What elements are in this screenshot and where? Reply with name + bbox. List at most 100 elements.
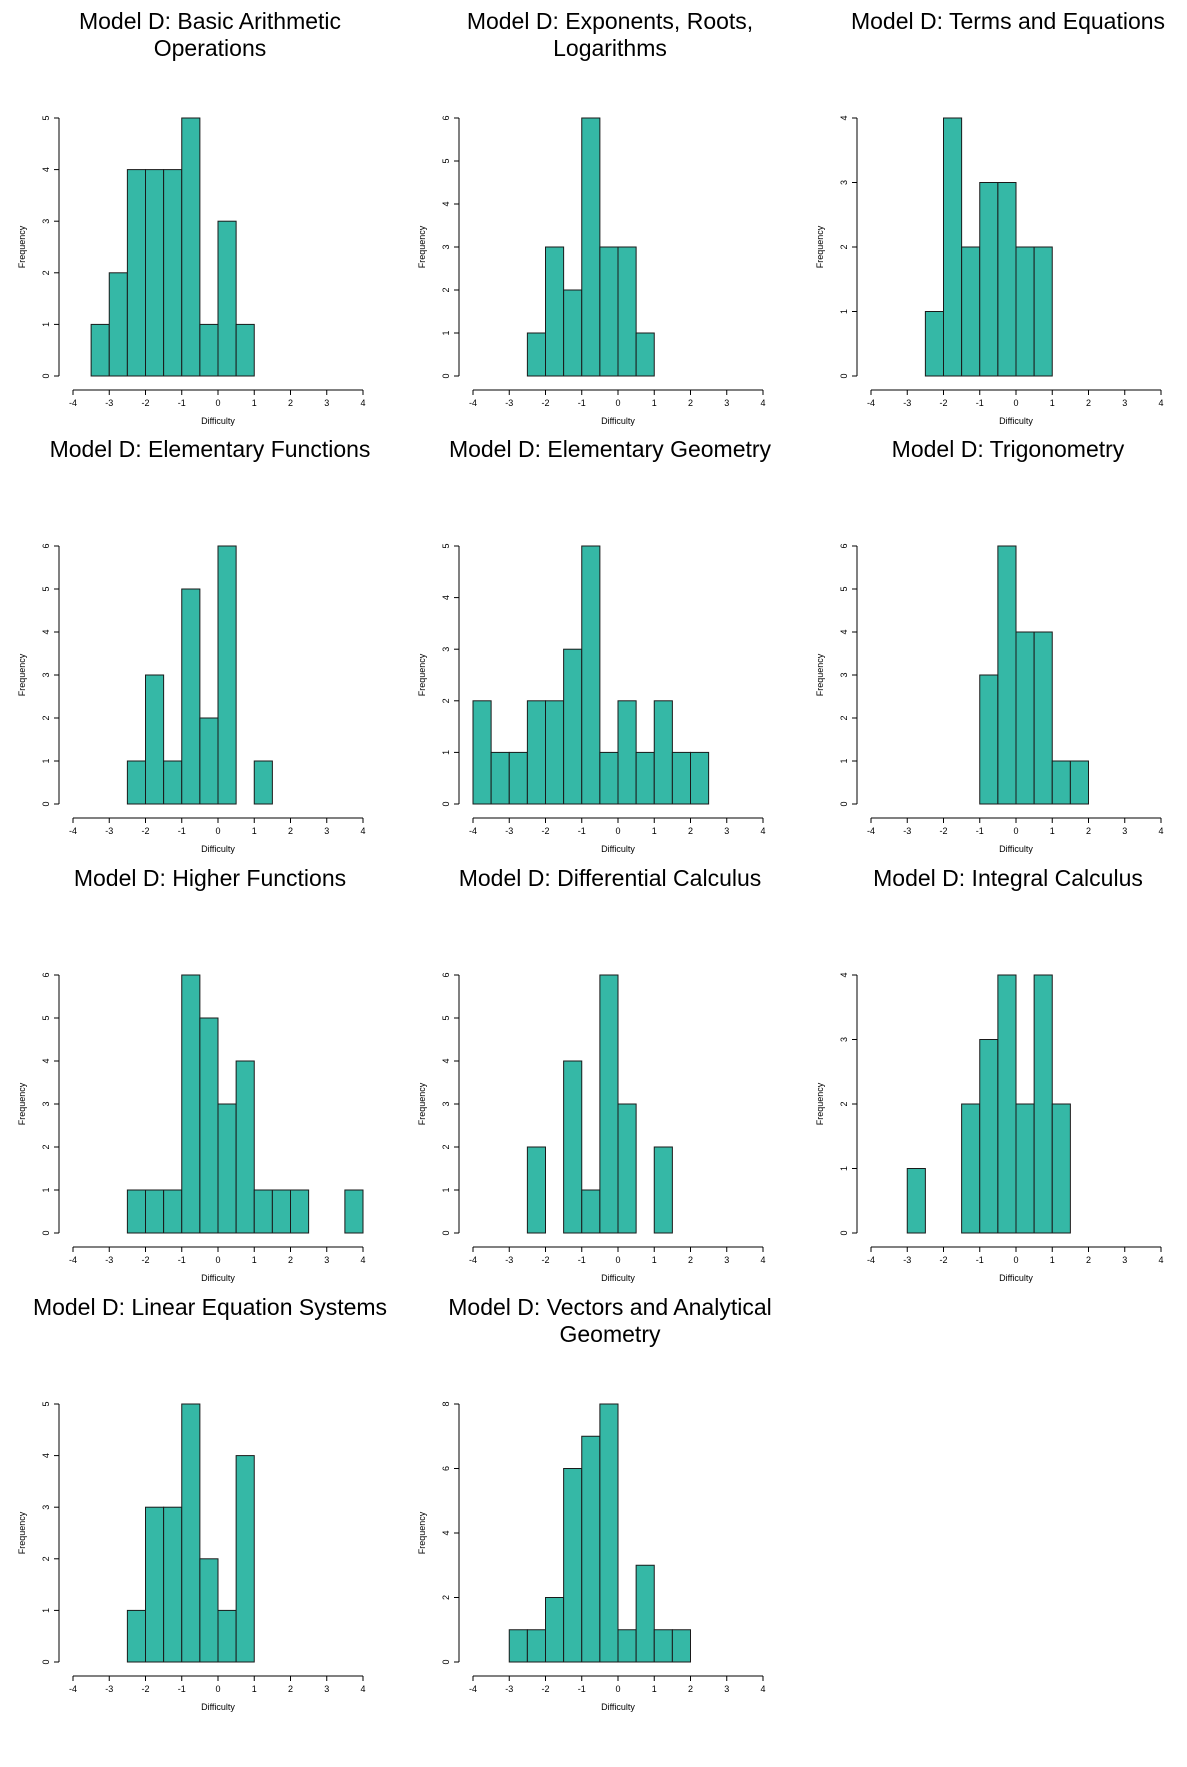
x-tick-label: 3 (1122, 1255, 1127, 1265)
histogram-panel: Model D: Elementary Functions -4 -3 -2 -1 0 1 2… (0, 428, 390, 858)
histogram-bar (617, 246, 637, 377)
histogram-bar (508, 751, 528, 805)
x-tick-label: -1 (578, 398, 586, 408)
y-tick-label: 2 (41, 1556, 51, 1561)
x-axis-label: Difficulty (201, 416, 235, 426)
y-tick-label: 1 (839, 758, 849, 763)
x-tick-label: -3 (105, 1684, 113, 1694)
histogram-panel: Model D: Higher Functions -4 -3 -2 -1 0 1 2 3 4 Di… (0, 857, 390, 1287)
y-tick-label: 6 (441, 115, 451, 120)
x-tick-label: 4 (760, 826, 765, 836)
histogram-bar (671, 1629, 691, 1663)
y-tick-label: 5 (839, 586, 849, 591)
histogram-bar (545, 246, 565, 377)
x-tick-label: 4 (1158, 398, 1163, 408)
histogram-bar (271, 1189, 291, 1234)
x-tick-label: 3 (724, 826, 729, 836)
x-tick-label: 2 (688, 398, 693, 408)
histogram-bar (163, 1189, 183, 1234)
histogram-bar (145, 674, 165, 805)
x-tick-label: 2 (288, 826, 293, 836)
chart-title: Model D: Elementary Functions (49, 436, 371, 462)
x-tick-label: -3 (903, 398, 911, 408)
histogram-bar (979, 182, 999, 377)
x-tick-label: -3 (105, 1255, 113, 1265)
y-tick-label: 4 (41, 1453, 51, 1458)
x-tick-label: 1 (252, 826, 257, 836)
x-tick-label: -4 (867, 398, 875, 408)
x-axis-label: Difficulty (201, 1702, 235, 1712)
x-axis-label: Difficulty (999, 416, 1033, 426)
x-tick-label: 1 (252, 398, 257, 408)
y-tick-label: 3 (41, 1505, 51, 1510)
y-axis-label: Frequency (417, 1511, 427, 1554)
chart-title: Model D: Differential Calculus (458, 865, 762, 891)
x-tick-label: 4 (360, 826, 365, 836)
x-tick-label: 3 (324, 398, 329, 408)
y-tick-label: 2 (41, 715, 51, 720)
x-tick-label: 4 (760, 398, 765, 408)
y-tick-label: 2 (441, 1144, 451, 1149)
chart-title: Model D: Integral Calculus (873, 865, 1143, 891)
histogram-bar (163, 760, 183, 805)
x-tick-label: 0 (615, 1684, 620, 1694)
x-tick-label: -2 (939, 398, 947, 408)
histogram-bar (635, 332, 655, 377)
histogram-bar (599, 974, 619, 1234)
histogram-plot: -4 -3 -2 -1 0 1 2 3 4 Difficulty 0 1 2 3 4 5 Frequency (17, 1401, 366, 1712)
histogram-bar (617, 1629, 637, 1663)
histogram-bar (563, 289, 583, 377)
x-tick-label: -2 (541, 1255, 549, 1265)
x-tick-label: 3 (724, 398, 729, 408)
histogram-bar (563, 648, 583, 805)
x-tick-label: -2 (541, 1684, 549, 1694)
histogram-bar (545, 700, 565, 805)
histogram-bar (199, 717, 219, 805)
x-tick-label: 3 (724, 1255, 729, 1265)
histogram-bar (653, 700, 673, 805)
y-tick-label: 5 (41, 586, 51, 591)
histogram-bar (1015, 246, 1035, 377)
y-tick-label: 0 (41, 1230, 51, 1235)
x-tick-label: 4 (760, 1255, 765, 1265)
y-tick-label: 0 (41, 801, 51, 806)
x-tick-label: 2 (1086, 826, 1091, 836)
x-tick-label: 0 (615, 826, 620, 836)
y-tick-label: 1 (41, 758, 51, 763)
histogram-bar (599, 751, 619, 805)
y-axis-label: Frequency (17, 653, 27, 696)
x-tick-label: 4 (1158, 1255, 1163, 1265)
histogram-plot: -4 -3 -2 -1 0 1 2 3 4 Difficulty 0 2 4 6 8 Frequency (417, 1401, 766, 1712)
x-tick-label: 1 (252, 1255, 257, 1265)
x-tick-label: 2 (688, 1684, 693, 1694)
x-tick-label: -3 (903, 1255, 911, 1265)
x-tick-label: 1 (1050, 398, 1055, 408)
histogram-bar (924, 311, 944, 377)
histogram-bar (581, 1189, 601, 1234)
histogram-plot: -4 -3 -2 -1 0 1 2 3 4 Difficulty 0 1 2 3 4 5 6 Frequency (17, 972, 366, 1283)
x-tick-label: 2 (288, 1684, 293, 1694)
chart-title: Model D: Vectors and Analytical Geometry (448, 1294, 772, 1347)
y-tick-label: 3 (41, 1101, 51, 1106)
y-tick-label: 6 (41, 972, 51, 977)
histogram-bar (181, 588, 201, 805)
x-tick-label: -4 (867, 1255, 875, 1265)
y-axis-label: Frequency (417, 653, 427, 696)
x-tick-label: 0 (215, 826, 220, 836)
histogram-plot: -4 -3 -2 -1 0 1 2 3 4 Difficulty 0 1 2 3 4 5 6 Frequency (815, 543, 1164, 854)
chart-title: Model D: Trigonometry (891, 436, 1125, 462)
y-tick-label: 4 (839, 972, 849, 977)
x-tick-label: 2 (1086, 398, 1091, 408)
histogram-bar (1051, 760, 1071, 805)
y-tick-label: 0 (839, 801, 849, 806)
histogram-bar (671, 751, 691, 805)
x-tick-label: 2 (288, 1255, 293, 1265)
chart-title: Model D: Exponents, Roots, Logarithms (466, 8, 754, 61)
y-tick-label: 3 (441, 647, 451, 652)
histogram-bar (1051, 1103, 1071, 1234)
histogram-bar (145, 1189, 165, 1234)
histogram-panel: Model D: Differential Calculus -4 -3 -2 -1 0 1… (400, 857, 790, 1287)
y-tick-label: 5 (41, 1401, 51, 1406)
y-tick-label: 6 (839, 543, 849, 548)
histogram-bar (126, 1189, 146, 1234)
